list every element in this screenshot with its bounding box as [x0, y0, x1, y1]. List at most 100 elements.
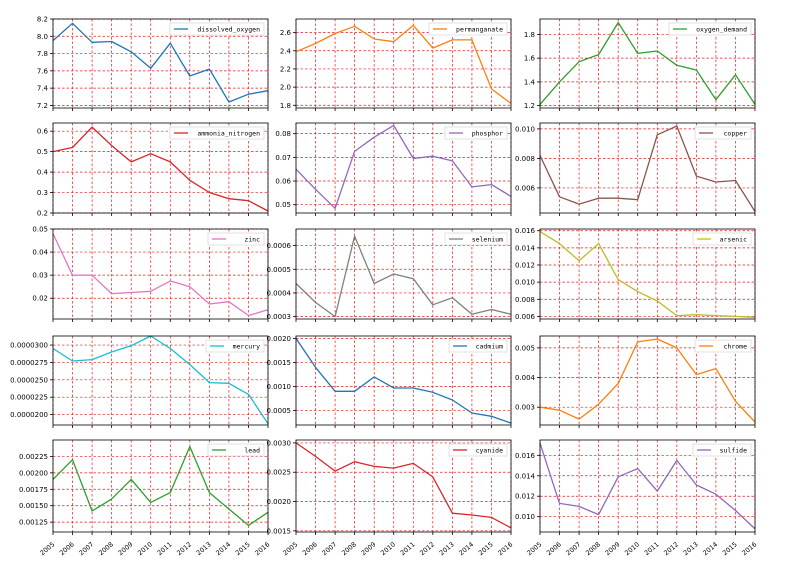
y-tick-label: 0.05: [275, 201, 291, 209]
y-tick-label: 0.3: [37, 189, 48, 197]
series-line-dissolved_oxygen: [52, 22, 269, 103]
legend-label: ammonia_nitrogen: [197, 130, 260, 138]
y-tick-label: 8.2: [37, 16, 48, 24]
legend: copper: [694, 126, 752, 140]
series-line-arsenic: [539, 231, 756, 318]
y-tick-label: 2.2: [280, 65, 291, 73]
x-tick-label: 2006: [301, 540, 319, 557]
y-tick-label: 0.04: [32, 249, 48, 257]
legend-box: [428, 22, 508, 36]
y-tick-label: 0.003: [515, 404, 535, 412]
plot-frame: [52, 228, 269, 320]
plot-frame: [295, 335, 512, 426]
y-tick-label: 0.03: [32, 272, 48, 280]
x-tick-label: 2005: [525, 540, 543, 557]
y-tick-label: 0.0005: [267, 266, 292, 274]
x-tick-label: 2012: [662, 540, 680, 557]
subplot-selenium: 0.0003 0.0004 0.0005 0.0006 selenium: [267, 228, 512, 322]
x-tick-label: 2010: [136, 540, 154, 557]
subplot-oxygen_demand: 1.2 1.4 1.6 1.8 oxygen_demand: [524, 18, 756, 111]
legend-box: [169, 22, 265, 36]
x-tick-label: 2014: [701, 540, 719, 557]
subplot-arsenic: 0.006 0.008 0.010 0.012 0.014 0.016 arsenic: [515, 227, 756, 322]
plot-frame: [539, 18, 756, 109]
series-line-permanganate: [295, 24, 512, 105]
x-tick-label: 2015: [234, 540, 252, 557]
legend: sulfide: [692, 443, 752, 457]
x-tick-label: 2013: [682, 540, 700, 557]
legend: lead: [207, 443, 265, 457]
x-tick-label: 2007: [78, 540, 96, 557]
y-tick-label: 2.4: [280, 47, 292, 55]
series-line-sulfide: [539, 442, 756, 530]
x-tick-label: 2016: [253, 540, 271, 557]
y-tick-label: 1.4: [524, 78, 536, 86]
y-tick-label: 0.00200: [19, 469, 48, 477]
legend: arsenic: [692, 232, 752, 246]
legend-box: [694, 126, 752, 140]
y-tick-label: 1.8: [524, 31, 535, 39]
x-tick-label: 2005: [38, 540, 56, 557]
y-tick-label: 0.012: [515, 493, 535, 501]
y-tick-label: 0.00175: [19, 486, 48, 494]
subplot-chrome: 0.003 0.004 0.005 chrome: [515, 335, 756, 428]
legend-label: phosphor: [472, 130, 503, 138]
legend-label: selenium: [472, 236, 503, 244]
y-tick-label: 0.008: [515, 155, 535, 163]
series-line-chrome: [539, 338, 756, 423]
series-line-phosphor: [295, 124, 512, 209]
x-tick-label: 2011: [399, 540, 417, 557]
plot-frame: [52, 18, 269, 109]
y-tick-label: 7.6: [37, 67, 49, 75]
legend-label: cyanide: [476, 447, 503, 455]
plot-frame: [295, 18, 512, 109]
x-tick-label: 2008: [97, 540, 115, 557]
y-tick-label: 0.6: [37, 128, 49, 136]
legend-box: [444, 232, 508, 246]
y-tick-label: 2.6: [280, 29, 292, 37]
y-tick-label: 1.8: [280, 102, 291, 110]
y-tick-label: 0.004: [515, 374, 536, 382]
legend-label: dissolved_oxygen: [197, 26, 260, 34]
y-tick-label: 0.0025: [267, 469, 292, 477]
plot-frame: [539, 122, 756, 214]
x-tick-label: 2015: [477, 540, 495, 557]
y-tick-label: 0.0015: [267, 527, 292, 535]
y-tick-label: 0.00225: [19, 453, 48, 461]
plot-frame: [295, 122, 512, 214]
plot-frame: [539, 228, 756, 320]
legend-label: chrome: [724, 343, 748, 351]
y-tick-label: 0.0005: [267, 407, 292, 415]
y-tick-label: 2.0: [280, 84, 291, 92]
x-tick-label: 2009: [360, 540, 378, 557]
series-line-mercury: [52, 335, 269, 424]
y-tick-label: 0.00150: [19, 502, 48, 510]
y-tick-label: 0.0015: [267, 359, 292, 367]
y-tick-label: 0.012: [515, 262, 535, 270]
x-tick-label: 2015: [721, 540, 739, 557]
series-line-copper: [539, 125, 756, 212]
legend-box: [444, 126, 508, 140]
legend: mercury: [205, 339, 265, 353]
y-tick-label: 1.2: [524, 102, 535, 110]
y-tick-label: 0.0000275: [10, 359, 48, 367]
y-tick-label: 0.010: [515, 513, 535, 521]
legend: dissolved_oxygen: [169, 22, 265, 36]
series-line-cyanide: [295, 442, 512, 529]
series-line-selenium: [295, 235, 512, 318]
subplot-cadmium: 0.0005 0.0010 0.0015 0.0020 cadmium: [267, 335, 512, 428]
plot-frame: [539, 439, 756, 533]
legend-label: arsenic: [720, 236, 747, 244]
plot-frame: [52, 335, 269, 426]
y-tick-label: 0.0000200: [10, 411, 48, 419]
y-tick-label: 0.5: [37, 148, 48, 156]
x-tick-label: 2012: [175, 540, 193, 557]
x-tick-label: 2008: [340, 540, 358, 557]
legend: cadmium: [448, 339, 508, 353]
legend-label: oxygen_demand: [696, 26, 747, 34]
subplot-copper: 0.006 0.008 0.010 copper: [515, 122, 756, 216]
y-tick-label: 7.2: [37, 102, 48, 110]
series-line-lead: [52, 445, 269, 527]
legend-box: [207, 232, 265, 246]
